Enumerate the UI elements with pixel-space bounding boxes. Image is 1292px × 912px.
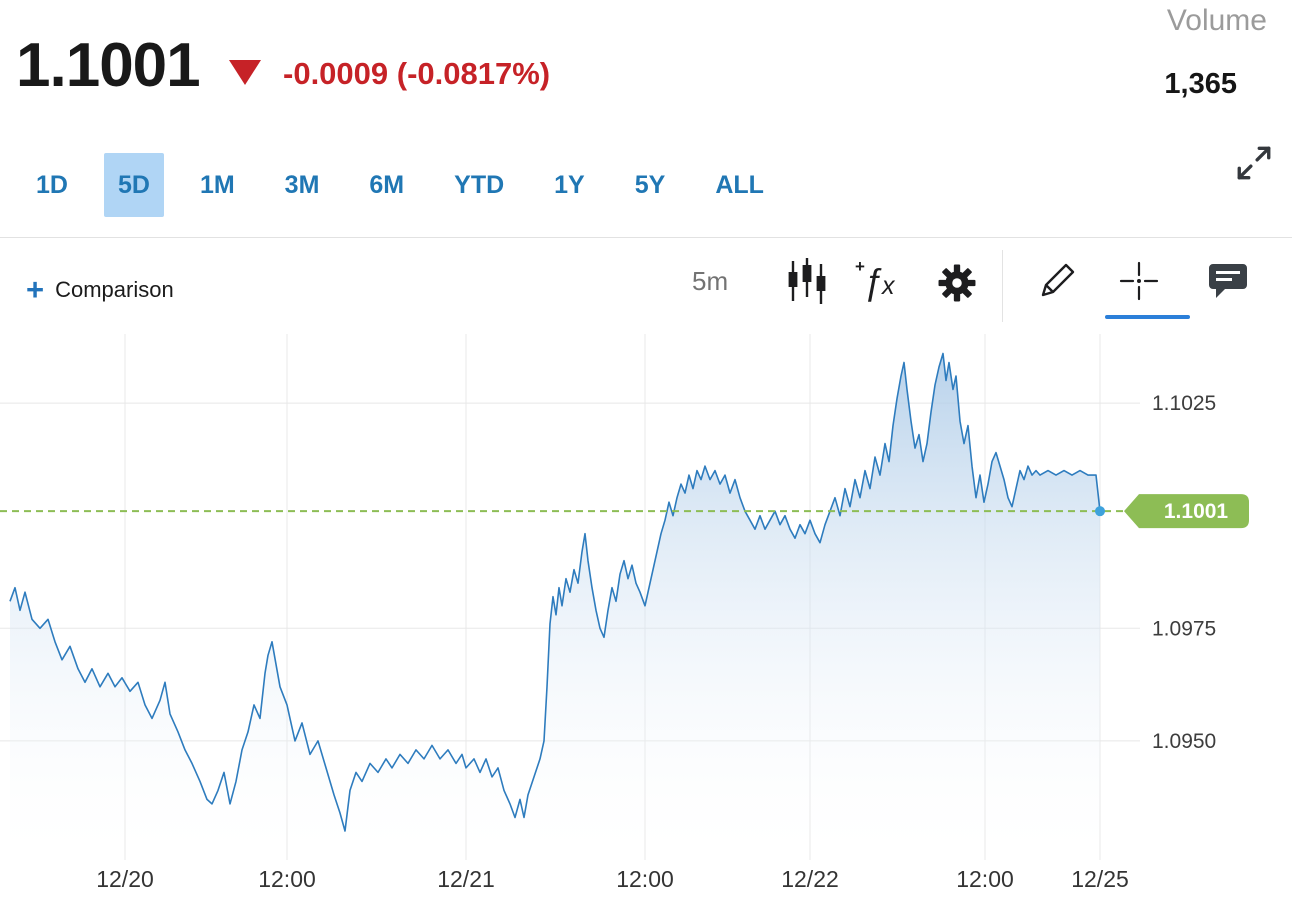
price-line [9, 352, 1101, 832]
x-axis-label: 12:00 [616, 866, 674, 892]
candlestick-icon [788, 258, 826, 304]
last-price-badge [1124, 494, 1249, 529]
expand-button[interactable] [1232, 142, 1276, 186]
price-chart[interactable]: 1.1001 1.1025 1.0975 1.0950 12/20 12:00 12/21 1… [0, 330, 1292, 912]
last-point-dot [1095, 506, 1105, 517]
fx-function-icon: + ƒ x [855, 257, 896, 303]
active-tool-underline [1105, 315, 1190, 319]
range-tab-1d[interactable]: 1D [22, 153, 82, 217]
x-axis-label: 12/25 [1071, 866, 1129, 892]
range-tab-1m[interactable]: 1M [186, 153, 249, 217]
interval-select[interactable]: 5m [692, 266, 729, 296]
range-tab-5y[interactable]: 5Y [621, 153, 680, 217]
plus-icon: + [26, 272, 45, 307]
comparison-label: Comparison [55, 276, 174, 302]
x-axis-label: 12/21 [437, 866, 495, 892]
add-comparison-button[interactable]: + Comparison [26, 274, 174, 305]
crosshair-tool-button[interactable] [1118, 260, 1160, 305]
gear-icon [938, 264, 976, 302]
x-axis-label: 12:00 [956, 866, 1014, 892]
range-tab-1y[interactable]: 1Y [540, 153, 599, 217]
y-axis-label: 1.0975 [1152, 617, 1216, 640]
x-axis-label: 12/22 [781, 866, 839, 892]
y-axis-label: 1.0950 [1152, 730, 1216, 753]
area-fill [10, 353, 1100, 860]
x-axis-label: 12:00 [258, 866, 316, 892]
toolbar-divider [1002, 250, 1003, 322]
y-axis-label: 1.1025 [1152, 392, 1216, 415]
range-tab-3m[interactable]: 3M [271, 153, 334, 217]
comments-button[interactable] [1208, 262, 1248, 303]
range-tab-all[interactable]: ALL [701, 153, 778, 217]
draw-tool-button[interactable] [1036, 258, 1080, 305]
volume-label: Volume [1166, 4, 1267, 37]
chart-type-button[interactable] [786, 257, 828, 308]
range-tab-5d[interactable]: 5D [103, 153, 164, 217]
crosshair-icon [1119, 261, 1159, 301]
price-change: -0.0009 (-0.0817%) [283, 56, 551, 91]
range-tab-ytd[interactable]: YTD [440, 153, 518, 217]
header-divider [0, 237, 1292, 238]
expand-icon [1237, 146, 1271, 179]
volume-value: 1,365 [1164, 68, 1237, 100]
svg-text:ƒ: ƒ [863, 261, 883, 303]
comment-icon [1209, 264, 1247, 298]
svg-text:+: + [855, 258, 865, 276]
pencil-icon [1041, 263, 1075, 297]
range-tab-6m[interactable]: 6M [355, 153, 418, 217]
range-tabs: 1D 5D 1M 3M 6M YTD 1Y 5Y ALL [22, 153, 778, 217]
svg-text:x: x [881, 272, 896, 300]
settings-button[interactable] [938, 264, 976, 305]
last-price-badge-label: 1.1001 [1164, 500, 1229, 523]
price-down-triangle-icon [229, 60, 261, 85]
x-axis-label: 12/20 [96, 866, 154, 892]
indicators-button[interactable]: + ƒ x [854, 257, 900, 307]
last-price: 1.1001 [16, 31, 201, 100]
